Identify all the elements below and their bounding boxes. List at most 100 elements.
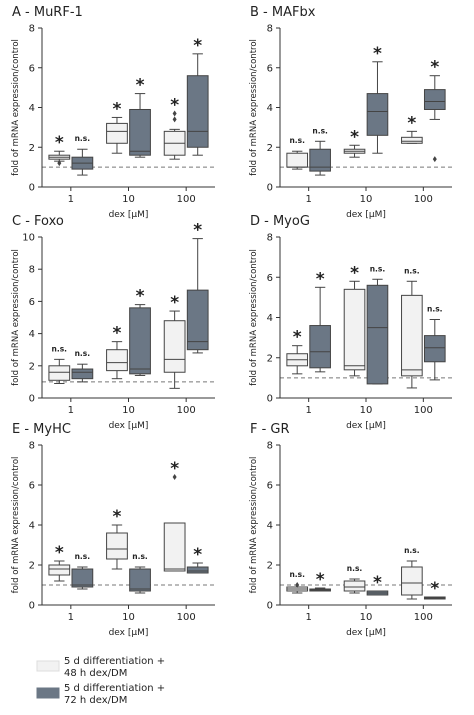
legend-swatch — [36, 687, 60, 699]
box — [71, 568, 94, 588]
outlier — [57, 160, 62, 167]
significance-label: * — [136, 76, 145, 96]
significance-label: n.s. — [370, 264, 386, 273]
significance-label: * — [373, 44, 382, 64]
y-tick-label: 4 — [29, 103, 35, 114]
y-axis-label: fold of mRNA expression/control — [11, 39, 21, 176]
significance-label: * — [113, 324, 122, 344]
significance-label: * — [316, 570, 325, 590]
y-axis-label: fold of mRNA expression/control — [249, 249, 259, 386]
significance-label: n.s. — [132, 552, 148, 561]
x-tick-label: 1 — [68, 405, 74, 416]
significance-label: * — [113, 99, 122, 119]
y-tick-label: 6 — [29, 297, 35, 308]
box — [186, 75, 209, 148]
box — [106, 122, 128, 144]
outlier — [172, 474, 177, 480]
box — [366, 284, 389, 385]
x-tick-label: 10 — [360, 612, 373, 623]
significance-label: * — [55, 133, 64, 153]
significance-label: n.s. — [312, 126, 328, 135]
y-tick-label: 4 — [267, 521, 273, 532]
x-axis-label: dex [μM] — [109, 421, 149, 431]
significance-label: * — [430, 579, 439, 599]
x-tick-label: 10 — [360, 194, 373, 205]
x-tick-label: 10 — [122, 405, 135, 416]
x-tick-label: 1 — [68, 612, 74, 623]
significance-label: * — [293, 328, 302, 348]
significance-label: * — [136, 287, 145, 307]
box — [186, 566, 209, 574]
significance-label: * — [407, 113, 416, 133]
significance-label: n.s. — [75, 552, 91, 561]
box — [71, 368, 94, 380]
significance-label: * — [193, 36, 202, 56]
significance-label: * — [170, 459, 179, 479]
outlier — [432, 156, 437, 163]
significance-label: n.s. — [52, 344, 68, 353]
x-tick-label: 100 — [177, 194, 196, 205]
x-axis-label: dex [μM] — [109, 628, 149, 638]
box — [163, 320, 186, 373]
box — [309, 325, 331, 369]
box — [309, 148, 331, 172]
significance-label: * — [350, 263, 359, 283]
significance-label: n.s. — [427, 305, 443, 314]
x-tick-label: 1 — [305, 194, 311, 205]
panel-title: F - GR — [250, 422, 290, 437]
significance-label: * — [350, 127, 359, 147]
significance-label: * — [316, 269, 325, 289]
x-tick-label: 10 — [122, 194, 135, 205]
y-tick-label: 0 — [267, 601, 273, 612]
y-tick-label: 8 — [29, 24, 35, 35]
box — [401, 294, 423, 377]
panel-title: C - Foxo — [12, 214, 64, 229]
box — [343, 580, 366, 592]
y-axis-label: fold of mRNA expression/control — [11, 457, 21, 594]
significance-label: n.s. — [289, 570, 305, 579]
y-tick-label: 2 — [267, 353, 273, 364]
box — [401, 136, 423, 144]
x-tick-label: 10 — [122, 612, 135, 623]
panel-title: B - MAFbx — [250, 5, 316, 20]
x-tick-label: 1 — [68, 194, 74, 205]
box — [366, 93, 389, 136]
y-tick-label: 0 — [267, 394, 273, 405]
y-tick-label: 2 — [29, 361, 35, 372]
x-tick-label: 100 — [414, 612, 433, 623]
y-axis-label: fold of mRNA expression/control — [249, 39, 259, 176]
y-tick-label: 2 — [267, 143, 273, 154]
significance-label: n.s. — [347, 564, 363, 573]
significance-label: * — [55, 543, 64, 563]
y-tick-label: 0 — [29, 394, 35, 405]
y-tick-label: 10 — [22, 233, 35, 244]
y-tick-label: 0 — [267, 183, 273, 194]
y-tick-label: 2 — [267, 561, 273, 572]
x-tick-label: 100 — [414, 194, 433, 205]
box — [106, 349, 128, 372]
box — [106, 532, 128, 560]
significance-label: n.s. — [75, 349, 91, 358]
significance-label: * — [193, 221, 202, 241]
box — [286, 152, 309, 168]
box — [343, 288, 366, 371]
y-tick-label: 4 — [29, 329, 35, 340]
y-tick-label: 4 — [29, 521, 35, 532]
significance-label: n.s. — [289, 136, 305, 145]
significance-label: * — [193, 545, 202, 565]
significance-label: n.s. — [404, 266, 420, 275]
y-tick-label: 6 — [29, 481, 35, 492]
x-axis-label: dex [μM] — [346, 628, 386, 638]
y-tick-label: 8 — [29, 265, 35, 276]
y-tick-label: 4 — [267, 313, 273, 324]
significance-label: * — [373, 573, 382, 593]
y-tick-label: 0 — [29, 601, 35, 612]
y-tick-label: 6 — [267, 481, 273, 492]
box — [186, 289, 209, 351]
significance-label: * — [170, 95, 179, 115]
x-tick-label: 10 — [360, 405, 373, 416]
legend-label: 5 d differentiation + 72 h dex/DM — [64, 683, 166, 706]
y-tick-label: 8 — [267, 233, 273, 244]
